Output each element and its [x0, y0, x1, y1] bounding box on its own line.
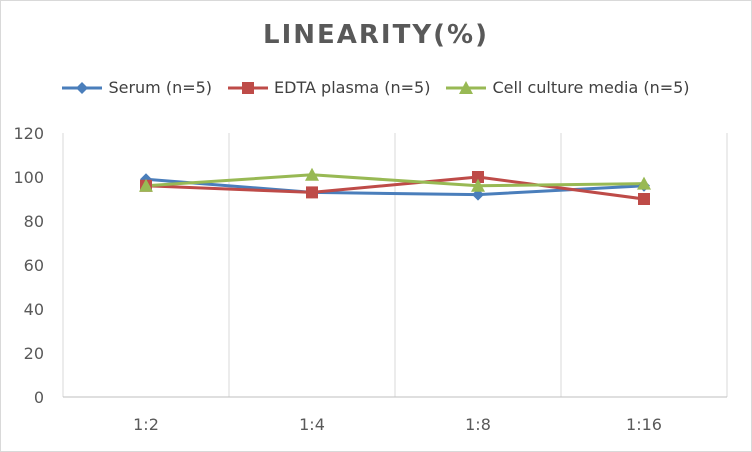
- legend-label-serum: Serum (n=5): [108, 78, 213, 97]
- legend-key-serum: [62, 81, 103, 94]
- y-tick-label: 100: [13, 168, 44, 187]
- chart-legend: Serum (n=5) EDTA plasma (n=5) Cell cultu…: [0, 78, 752, 97]
- data-point: [638, 193, 650, 205]
- legend-key-edta-plasma: [228, 81, 269, 94]
- series-line: [145, 177, 645, 197]
- legend-label-cell-culture-media: Cell culture media (n=5): [492, 78, 690, 97]
- x-tick-label: 1:16: [626, 415, 662, 434]
- y-tick-label: 0: [34, 388, 44, 407]
- series-line: [145, 175, 645, 201]
- data-point: [306, 186, 318, 199]
- data-point: [139, 178, 153, 192]
- legend-key-marker: [459, 80, 474, 94]
- y-tick-label: 20: [24, 344, 44, 363]
- data-point: [305, 167, 319, 181]
- legend-key-marker: [76, 81, 89, 94]
- y-tick-label: 80: [24, 212, 44, 231]
- y-tick-label: 40: [24, 300, 44, 319]
- x-tick-label: 1:8: [465, 415, 491, 434]
- x-tick-label: 1:2: [133, 415, 159, 434]
- legend-label-edta-plasma: EDTA plasma (n=5): [274, 78, 431, 97]
- chart-title: LINEARITY(%): [263, 20, 489, 50]
- y-tick-label: 60: [24, 256, 44, 275]
- data-point: [637, 176, 651, 190]
- series-line: [145, 173, 645, 188]
- data-point: [472, 171, 484, 183]
- legend-entry-cell-culture-media: Cell culture media (n=5): [446, 78, 690, 97]
- data-point: [471, 178, 485, 192]
- legend-key-marker: [242, 81, 255, 94]
- x-tick-label: 1:4: [299, 415, 325, 434]
- legend-entry-edta-plasma: EDTA plasma (n=5): [228, 78, 430, 97]
- legend-entry-serum: Serum (n=5): [62, 78, 212, 97]
- legend-key-cell-culture-media: [446, 80, 487, 94]
- y-tick-label: 120: [13, 124, 44, 143]
